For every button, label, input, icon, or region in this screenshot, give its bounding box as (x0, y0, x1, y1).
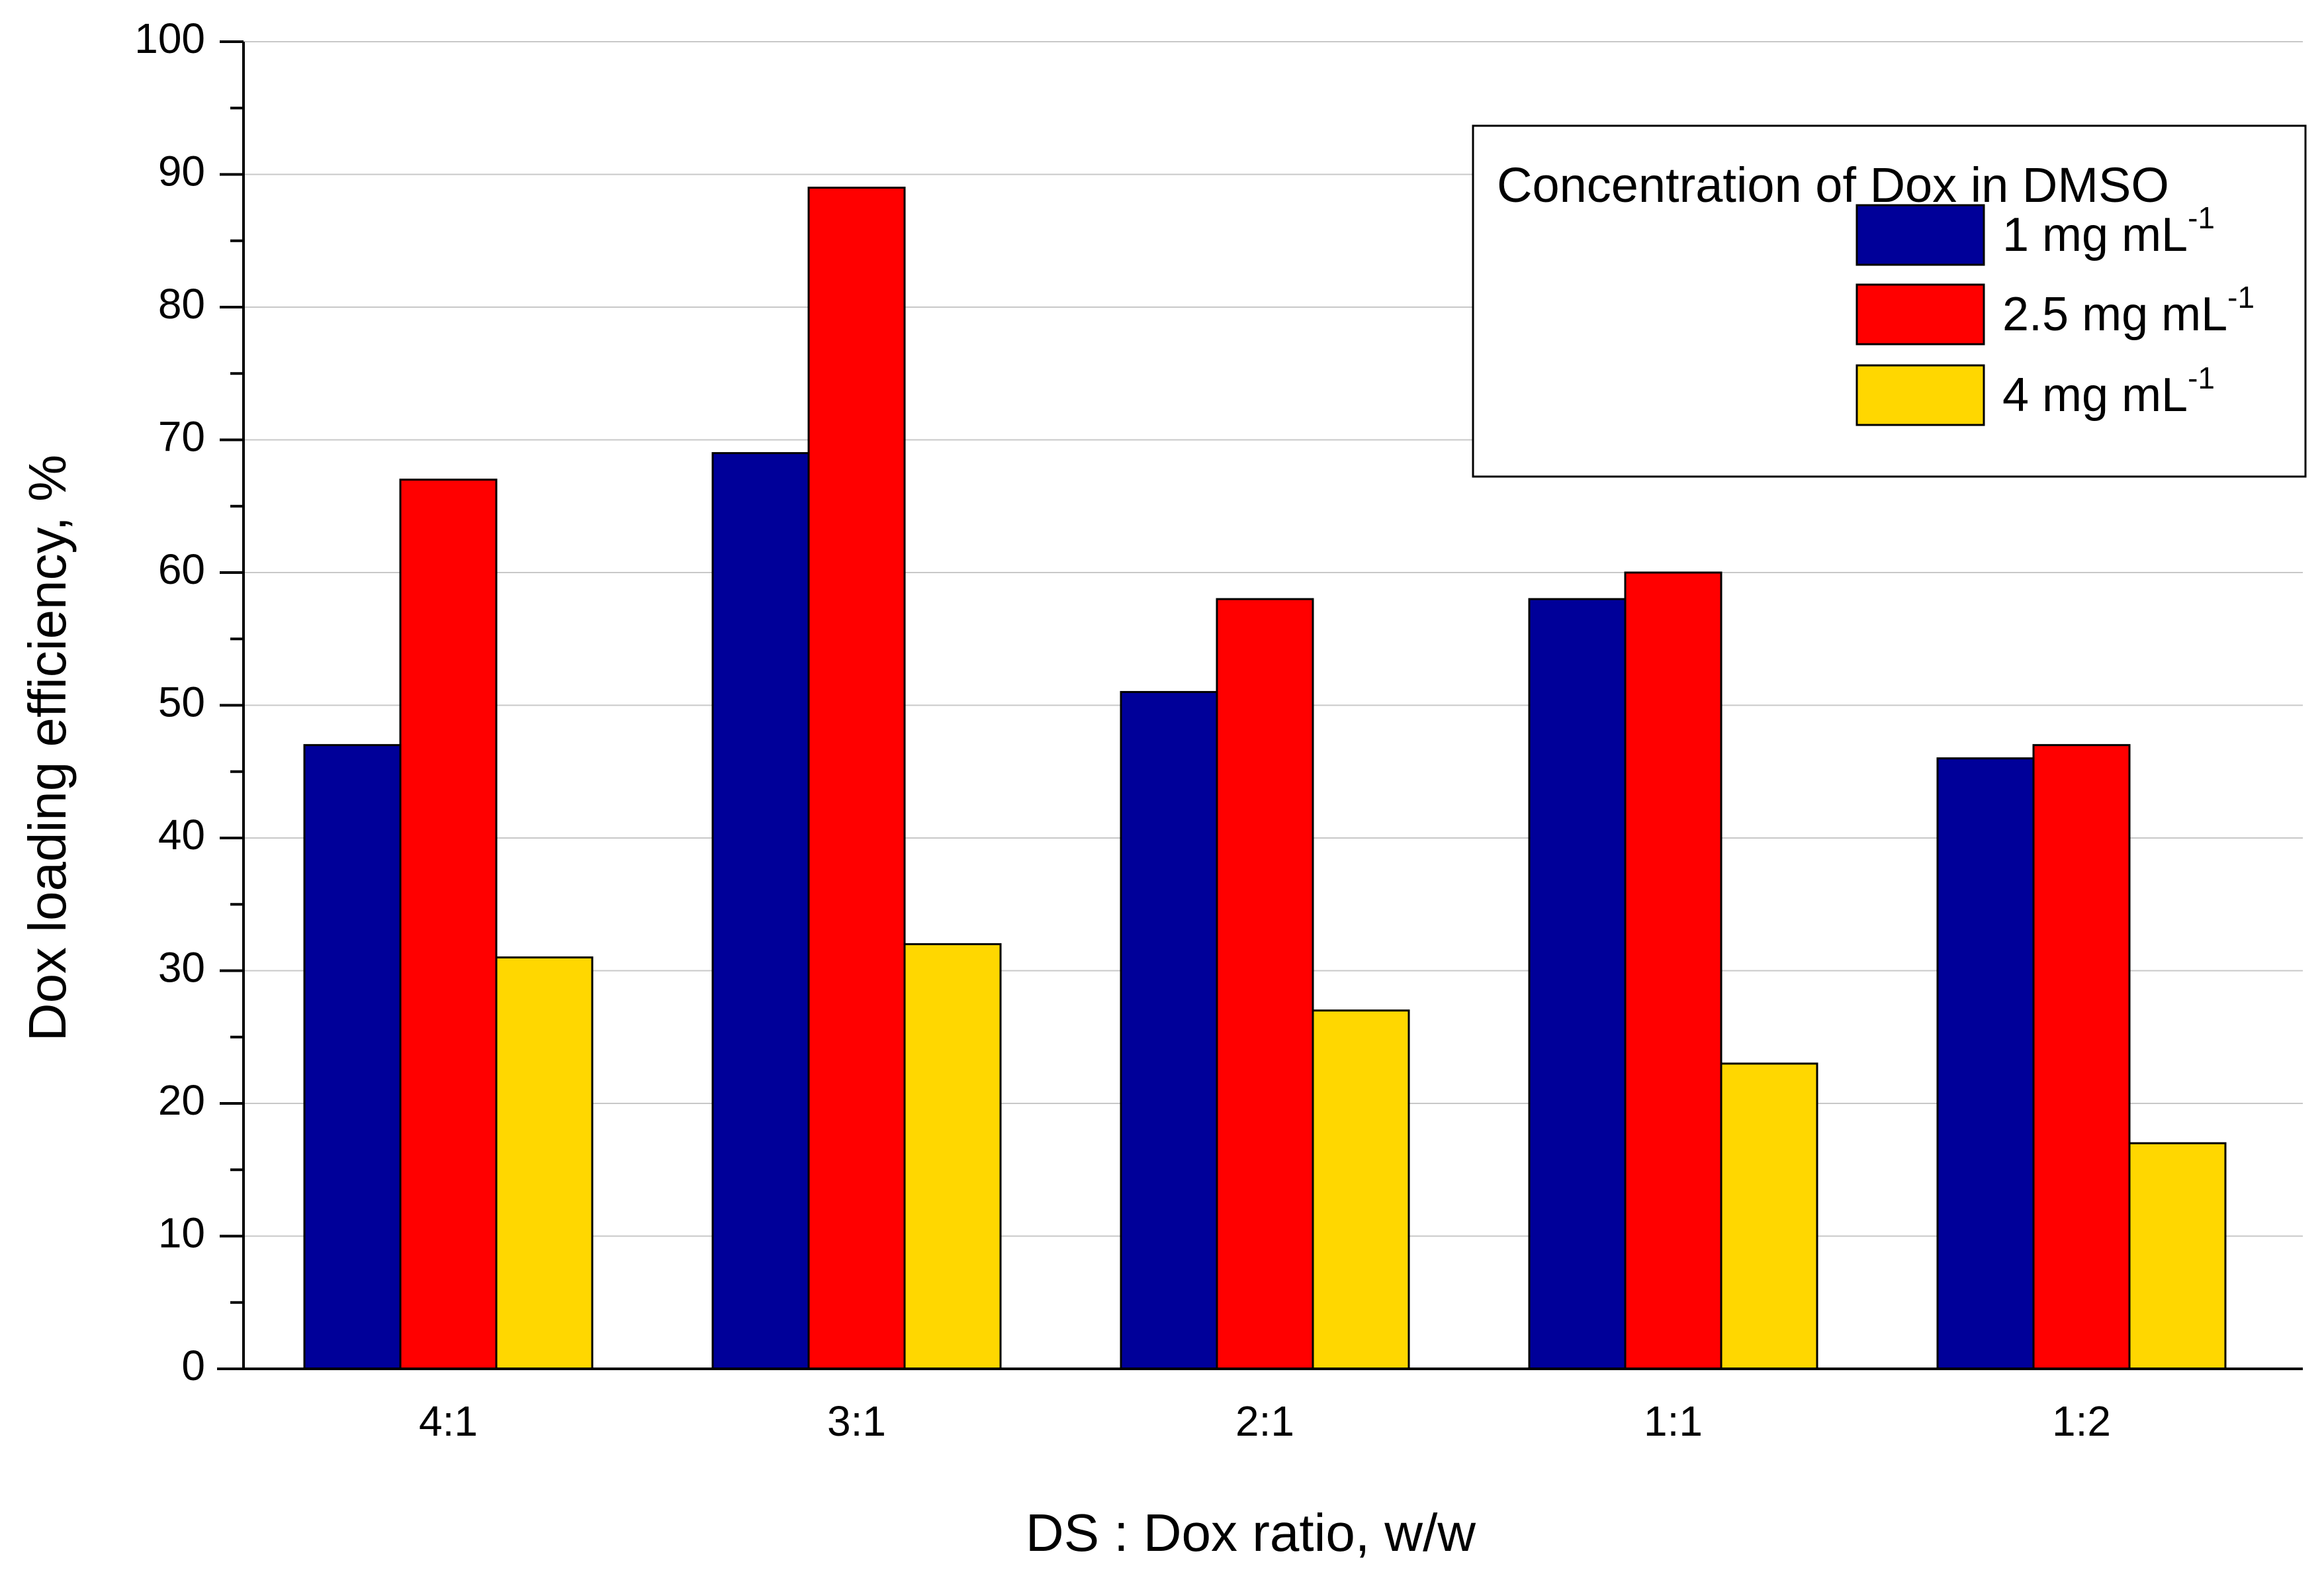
ticks: 0 10 20 30 40 50 60 70 80 90 100 4:1 3:1 2:1 1:1 1:2 (134, 15, 2111, 1445)
bar-1-2-series-3 (2128, 1142, 2227, 1370)
bar-4-1-series-3 (495, 956, 594, 1370)
legend-swatch-series-1 (1855, 204, 1985, 266)
y-tick-label-10: 10 (158, 1209, 205, 1256)
bar-3-1-series-2 (807, 187, 906, 1370)
y-tick-label-100: 100 (134, 15, 205, 62)
bar-3-1-series-1 (711, 452, 810, 1370)
x-tick-label-1-1: 1:1 (1644, 1397, 1703, 1445)
bar-2-1-series-3 (1312, 1009, 1410, 1370)
y-tick-label-20: 20 (158, 1076, 205, 1124)
y-tick-label-90: 90 (158, 147, 205, 195)
bar-1-2-series-1 (1936, 757, 2035, 1370)
x-tick-label-3-1: 3:1 (827, 1397, 886, 1445)
legend-swatch-series-2 (1855, 283, 1985, 346)
legend: Concentration of Dox in DMSO 1 mg mL-1 2.… (1472, 124, 2307, 478)
x-tick-label-1-2: 1:2 (2052, 1397, 2111, 1445)
y-tick-label-40: 40 (158, 811, 205, 859)
bar-4-1-series-1 (303, 744, 402, 1370)
bar-1-2-series-2 (2032, 744, 2131, 1370)
y-tick-label-30: 30 (158, 943, 205, 991)
legend-items: 1 mg mL-1 2.5 mg mL-1 4 mg mL-1 (1855, 201, 2255, 426)
legend-label-series-3: 4 mg mL-1 (2002, 361, 2215, 422)
bar-1-1-series-3 (1720, 1062, 1818, 1370)
x-tick-label-4-1: 4:1 (419, 1397, 478, 1445)
bar-4-1-series-2 (399, 479, 498, 1370)
legend-title: Concentration of Dox in DMSO (1497, 158, 2169, 212)
bars (303, 187, 2227, 1370)
bar-1-1-series-2 (1624, 571, 1722, 1370)
y-tick-label-80: 80 (158, 280, 205, 328)
x-axis-title: DS : Dox ratio, w/w (1026, 1503, 1476, 1562)
y-axis-title: Dox loading efficiency, % (18, 455, 77, 1041)
bar-3-1-series-3 (903, 943, 1002, 1370)
legend-label-series-2: 2.5 mg mL-1 (2002, 280, 2255, 341)
legend-swatch-series-3 (1855, 364, 1985, 426)
bar-2-1-series-2 (1216, 598, 1314, 1370)
y-tick-label-60: 60 (158, 545, 205, 593)
y-tick-label-50: 50 (158, 678, 205, 725)
x-tick-label-2-1: 2:1 (1235, 1397, 1294, 1445)
legend-label-series-1: 1 mg mL-1 (2002, 201, 2215, 261)
bar-1-1-series-1 (1528, 598, 1627, 1370)
bar-2-1-series-1 (1120, 690, 1218, 1370)
y-tick-label-0: 0 (181, 1342, 205, 1389)
y-tick-label-70: 70 (158, 412, 205, 460)
